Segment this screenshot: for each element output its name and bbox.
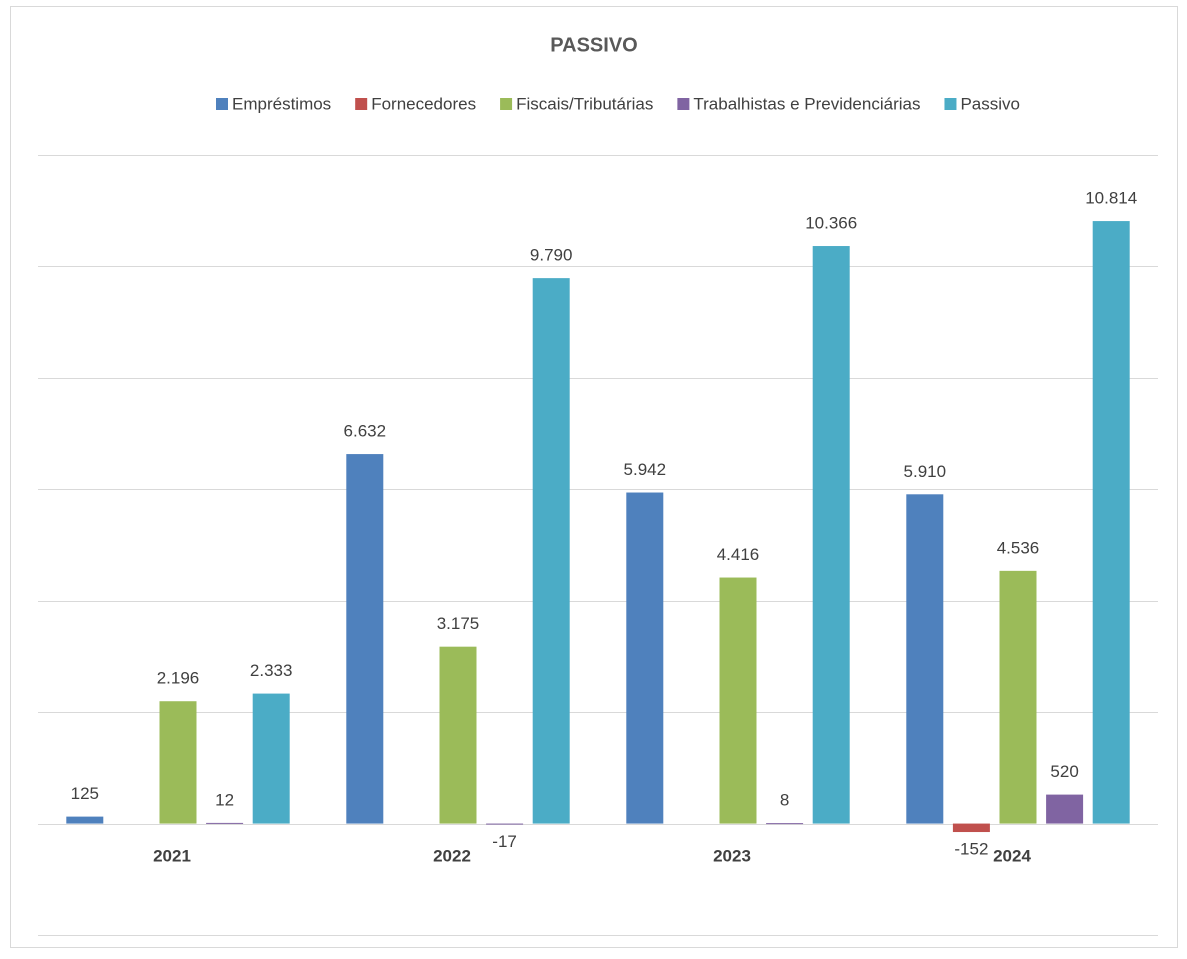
bar — [159, 701, 197, 824]
legend-swatch — [355, 98, 368, 110]
bar — [766, 823, 804, 825]
data-label: 5.910 — [904, 462, 947, 481]
data-label: -152 — [954, 840, 988, 859]
legend-swatch — [677, 98, 690, 110]
data-label: 3.175 — [437, 614, 480, 633]
data-label: -17 — [492, 832, 517, 851]
data-label: 8 — [780, 791, 789, 810]
bar — [952, 823, 990, 833]
data-label: 6.632 — [344, 422, 387, 441]
data-label: 9.790 — [530, 246, 573, 265]
legend-label: Passivo — [960, 94, 1020, 113]
data-label: 5.942 — [624, 460, 667, 479]
bar — [1046, 794, 1084, 824]
legend-label: Fiscais/Tributárias — [516, 94, 653, 113]
data-label: 2.333 — [250, 661, 293, 680]
legend-swatch — [500, 98, 513, 110]
bar — [206, 822, 244, 824]
data-label: 10.814 — [1085, 189, 1137, 208]
legend-swatch — [944, 98, 957, 110]
x-tick-label: 2024 — [993, 846, 1031, 865]
bar — [66, 816, 104, 824]
x-tick-label: 2023 — [713, 846, 751, 865]
bar — [346, 454, 384, 824]
legend-label: Empréstimos — [232, 94, 331, 113]
x-tick-label: 2021 — [153, 846, 191, 865]
legend-swatch — [216, 98, 228, 110]
legend-label: Fornecedores — [371, 94, 476, 113]
bar — [626, 492, 664, 824]
data-label: 4.536 — [997, 538, 1040, 557]
bar — [719, 577, 757, 824]
bar — [1092, 221, 1130, 824]
data-label: 520 — [1050, 762, 1078, 781]
data-label: 10.366 — [805, 214, 857, 233]
bar — [906, 494, 944, 824]
legend-label: Trabalhistas e Previdenciárias — [693, 94, 920, 113]
data-label: 4.416 — [717, 545, 760, 564]
bar — [439, 646, 477, 824]
bar — [532, 278, 570, 824]
chart-title: PASSIVO — [550, 34, 637, 56]
bar — [486, 823, 524, 825]
data-label: 125 — [71, 784, 99, 803]
data-label: 2.196 — [157, 669, 200, 688]
bar — [999, 570, 1037, 824]
data-label: 12 — [215, 790, 234, 809]
bar — [812, 246, 850, 824]
chart-border — [10, 6, 1178, 948]
bar — [252, 693, 290, 824]
x-tick-label: 2022 — [433, 846, 471, 865]
